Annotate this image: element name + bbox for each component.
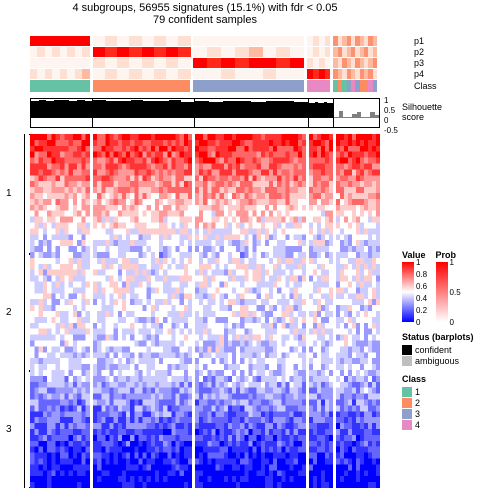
swatch (402, 409, 412, 419)
prob-track-p2 (30, 47, 380, 57)
row-group-label: 1 (6, 188, 12, 199)
colorbar: 10.50 (436, 262, 448, 322)
legend-class: Class 1234 (402, 374, 500, 430)
prob-track-p1 (30, 36, 380, 46)
legend-label: ambiguous (415, 356, 459, 366)
legend-label: 3 (415, 409, 420, 419)
row-bracket (24, 134, 25, 254)
silhouette-group (195, 99, 310, 127)
annotation-tracks: p1p2p3p4Class (30, 36, 380, 93)
row-group-labels: 1 2 3 (6, 134, 26, 488)
heatmap-column-group (309, 134, 333, 488)
row-bracket (24, 254, 25, 371)
legend-area: Value10.80.60.40.20Prob10.50Status (barp… (402, 250, 500, 438)
class-label: Class (414, 81, 437, 91)
legend-title: Status (barplots) (402, 332, 500, 342)
colorbar-tick: 0 (450, 318, 454, 327)
legend-value: Value10.80.60.40.20 (402, 250, 426, 324)
silhouette-group (309, 99, 334, 127)
colorbar-tick: 0.4 (416, 294, 427, 303)
silhouette-barplot (30, 98, 380, 128)
silhouette-group (334, 99, 379, 127)
prob-label: p4 (414, 69, 424, 79)
colorbar-tick: 0.2 (416, 306, 427, 315)
silhouette-group (31, 99, 93, 127)
heatmap-column-group (195, 134, 307, 488)
legend-item: ambiguous (402, 355, 500, 366)
prob-track-p4 (30, 69, 380, 79)
class-track (30, 80, 380, 92)
legend-label: 2 (415, 398, 420, 408)
swatch (402, 420, 412, 430)
legend-item: 3 (402, 408, 500, 419)
swatch (402, 356, 412, 366)
colorbar-tick: 0 (416, 318, 420, 327)
prob-label: p3 (414, 58, 424, 68)
colorbar-tick: 0.6 (416, 282, 427, 291)
prob-label: p2 (414, 47, 424, 57)
swatch (402, 387, 412, 397)
silhouette-axis-ticks: 1 0.5 0 -0.5 (384, 96, 398, 136)
prob-label: p1 (414, 36, 424, 46)
heatmap-column-group (93, 134, 192, 488)
heatmap-column-group (30, 134, 90, 488)
colorbar-tick: 1 (416, 258, 420, 267)
row-group-label: 2 (6, 307, 12, 318)
title-line-2: 79 confident samples (30, 14, 380, 26)
legend-title: Class (402, 374, 500, 384)
silhouette-group (93, 99, 194, 127)
swatch (402, 345, 412, 355)
legend-status: Status (barplots) confidentambiguous (402, 332, 500, 366)
silh-tick: -0.5 (384, 126, 398, 136)
silh-tick: 1 (384, 96, 398, 106)
title-block: 4 subgroups, 56955 signatures (15.1%) wi… (30, 2, 380, 26)
legend-item: 4 (402, 419, 500, 430)
prob-track-p3 (30, 58, 380, 68)
colorbar-tick: 0.8 (416, 270, 427, 279)
silhouette-label: Silhouettescore (402, 102, 452, 122)
silh-tick: 0 (384, 116, 398, 126)
legend-prob: Prob10.50 (436, 250, 457, 324)
swatch (402, 398, 412, 408)
legend-label: confident (415, 345, 452, 355)
legend-item: confident (402, 344, 500, 355)
row-group-label: 3 (6, 424, 12, 435)
heatmap-body (30, 134, 380, 488)
legend-label: 4 (415, 420, 420, 430)
legend-item: 1 (402, 386, 500, 397)
heatmap-column-group (336, 134, 380, 488)
colorbar: 10.80.60.40.20 (402, 262, 414, 322)
colorbar-tick: 0.5 (450, 288, 461, 297)
legend-item: 2 (402, 397, 500, 408)
colorbar-tick: 1 (450, 258, 454, 267)
legend-label: 1 (415, 387, 420, 397)
silh-tick: 0.5 (384, 106, 398, 116)
figure-root: 4 subgroups, 56955 signatures (15.1%) wi… (0, 0, 504, 504)
title-line-1: 4 subgroups, 56955 signatures (15.1%) wi… (30, 2, 380, 14)
row-bracket (24, 371, 25, 488)
legend-title: Value (402, 250, 426, 260)
